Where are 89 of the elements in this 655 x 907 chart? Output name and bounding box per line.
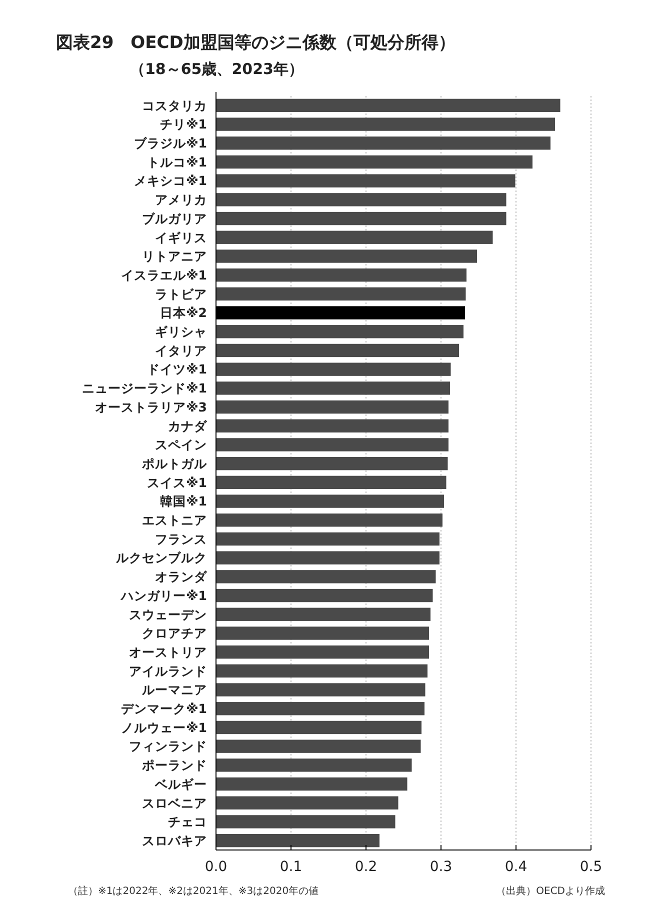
- y-tick-label: ブルガリア: [142, 210, 207, 226]
- bar: [216, 514, 442, 527]
- y-tick-label: オーストリア: [129, 644, 207, 660]
- bar: [216, 268, 466, 282]
- y-tick-label: ハンガリー※1: [120, 588, 207, 603]
- bar: [216, 382, 450, 395]
- bar: [216, 456, 448, 470]
- y-tick-label: 日本※2: [160, 305, 207, 320]
- y-tick-label: フィンランド: [129, 738, 207, 754]
- y-tick-label: アイルランド: [129, 663, 207, 678]
- bar: [216, 174, 516, 188]
- x-tick-label: 0.2: [354, 859, 378, 875]
- y-tick-label: ラトビア: [155, 286, 207, 302]
- bar: [216, 626, 429, 640]
- bar: [216, 664, 428, 678]
- y-tick-label: スロバキア: [142, 832, 207, 848]
- bar: [216, 287, 466, 301]
- bar: [216, 777, 408, 791]
- y-tick-label: ベルギー: [154, 776, 207, 792]
- y-tick-label: フランス: [155, 531, 207, 546]
- x-tick-label: 0.0: [204, 859, 228, 875]
- bar: [216, 250, 477, 263]
- y-tick-label: スロベニア: [142, 795, 207, 810]
- y-tick-label: クロアチア: [142, 626, 207, 641]
- y-tick-label: メキシコ※1: [134, 173, 207, 188]
- bar: [216, 570, 436, 584]
- bar: [216, 118, 555, 131]
- bar: [216, 98, 560, 112]
- y-tick-label: ポーランド: [141, 758, 207, 773]
- y-tick-label: チリ※1: [160, 116, 207, 132]
- bar: [216, 136, 550, 150]
- bar: [216, 683, 426, 696]
- y-tick-label: アメリカ: [155, 192, 207, 208]
- bar: [216, 494, 444, 508]
- y-tick-label: 韓国※1: [160, 494, 207, 509]
- x-tick-label: 0.5: [580, 859, 602, 875]
- chart-title: 図表29 OECD加盟国等のジニ係数（可処分所得）: [56, 33, 456, 53]
- bar: [216, 230, 493, 244]
- y-tick-label: スペイン: [155, 437, 207, 452]
- x-tick-label: 0.3: [430, 859, 452, 875]
- y-tick-label: イスラエル※1: [121, 267, 207, 282]
- y-tick-label: コスタリカ: [142, 98, 207, 113]
- y-tick-label: ポルトガル: [141, 456, 208, 471]
- bar: [216, 419, 448, 432]
- x-tick-label: 0.1: [280, 859, 302, 875]
- text: （出典）OECDより作成: [496, 885, 605, 897]
- y-tick-label: チェコ: [168, 814, 207, 830]
- bar: [216, 720, 422, 734]
- y-tick-label: ルーマニア: [141, 682, 207, 698]
- bar: [216, 193, 506, 206]
- bar: [216, 588, 433, 602]
- x-tick-label: 0.4: [504, 859, 528, 875]
- y-tick-label: イタリア: [155, 342, 207, 358]
- bar: [216, 400, 448, 414]
- chart-subtitle: （18～65歳、2023年）: [130, 60, 304, 78]
- y-tick-label: ルクセンブルク: [115, 550, 207, 566]
- y-tick-label: ノルウェー※1: [121, 720, 207, 735]
- y-tick-label: ギリシャ: [155, 324, 207, 339]
- y-tick-label: カナダ: [168, 418, 208, 434]
- bar: [216, 325, 464, 338]
- y-tick-label: スイス※1: [147, 474, 207, 490]
- bar: [216, 362, 451, 376]
- bar: [216, 796, 398, 810]
- bar: [216, 532, 440, 546]
- bar: [216, 758, 412, 772]
- bar: [216, 155, 532, 169]
- bar: [216, 740, 421, 753]
- bar: [216, 608, 430, 621]
- y-tick-label: スウェーデン: [129, 606, 207, 622]
- bar: [216, 645, 429, 659]
- y-tick-label: オーストラリア※3: [95, 399, 207, 414]
- y-tick-label: デンマーク※1: [121, 701, 207, 716]
- bar: [216, 438, 448, 452]
- bar: [216, 702, 424, 716]
- bar: [216, 551, 440, 564]
- y-tick-label: ドイツ※1: [147, 362, 207, 377]
- y-tick-label: トルコ※1: [147, 154, 207, 170]
- bar: [216, 476, 446, 490]
- y-tick-label: リトアニア: [142, 248, 207, 264]
- y-tick-label: イギリス: [155, 230, 207, 245]
- bar: [216, 344, 459, 358]
- bar: [216, 834, 380, 848]
- y-tick-label: オランダ: [155, 569, 208, 584]
- bar: [216, 815, 396, 828]
- bar: [216, 212, 506, 226]
- y-tick-label: ニュージーランド※1: [82, 380, 207, 396]
- y-tick-label: エストニア: [142, 512, 207, 528]
- y-tick-label: ブラジル※1: [134, 136, 207, 150]
- text: （註）※1は2022年、※2は2021年、※3は2020年の値: [68, 885, 319, 897]
